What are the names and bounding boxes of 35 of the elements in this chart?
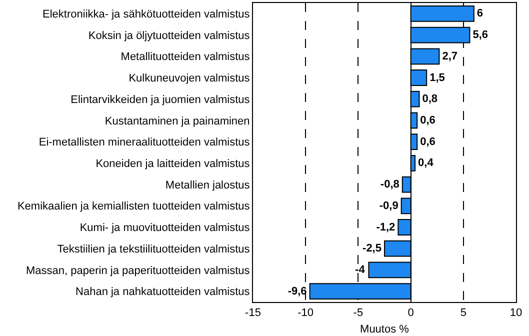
data-label: 6: [476, 8, 484, 20]
x-tick-label: 0: [408, 307, 414, 320]
data-label: 5,6: [472, 29, 488, 42]
x-tick-label: -10: [298, 307, 314, 320]
data-label: -9,6: [288, 285, 307, 298]
y-tick-label: Ei-metallisten mineraalituotteiden valmistus: [38, 136, 250, 149]
data-label: -4: [355, 264, 366, 276]
x-tick-label: -15: [245, 307, 261, 320]
data-label: -1,2: [376, 221, 396, 234]
data-label: 1,5: [430, 72, 445, 84]
y-tick-label: Kumi- ja muovituotteiden valmistus: [80, 222, 250, 234]
y-tick-label: Tekstiilien ja tekstiilituotteiden valmistus: [57, 243, 250, 256]
x-tick-label: 10: [510, 307, 522, 320]
data-label: -0,9: [379, 200, 398, 212]
y-tick-label: Koneiden ja laitteiden valmistus: [96, 158, 250, 170]
x-tick-label: 5: [460, 307, 466, 320]
y-tick-label: Metallien jalostus: [165, 179, 250, 192]
data-label: 2,7: [442, 50, 458, 62]
data-label: -2,5: [362, 242, 382, 255]
y-tick-label: Elintarvikkeiden ja juomien valmistus: [70, 94, 250, 106]
y-tick-label: Kustantaminen ja painaminen: [104, 115, 250, 128]
data-label: -0,8: [380, 178, 400, 191]
y-tick-label: Nahan ja nahkatuotteiden valmistus: [76, 286, 250, 298]
y-tick-label: Elektroniikka- ja sähkötuotteiden valmistus: [42, 8, 250, 21]
data-label: 0,8: [422, 93, 438, 106]
data-label: 0,6: [420, 136, 436, 148]
y-tick-label: Kemikaalien ja kemiallisten tuotteiden valmistus: [17, 200, 250, 213]
x-axis-title: Muutos %: [360, 323, 410, 336]
y-tick-label: Kulkuneuvojen valmistus: [128, 72, 250, 85]
y-tick-label: Metallituotteiden valmistus: [120, 51, 250, 64]
y-tick-label: Massan, paperin ja paperituotteiden valmistus: [26, 264, 250, 277]
y-tick-label: Koksin ja öljytuotteiden valmistus: [88, 30, 250, 42]
data-label: 0,4: [418, 157, 434, 170]
data-label: 0,6: [420, 114, 436, 126]
x-tick-label: -5: [353, 307, 364, 320]
